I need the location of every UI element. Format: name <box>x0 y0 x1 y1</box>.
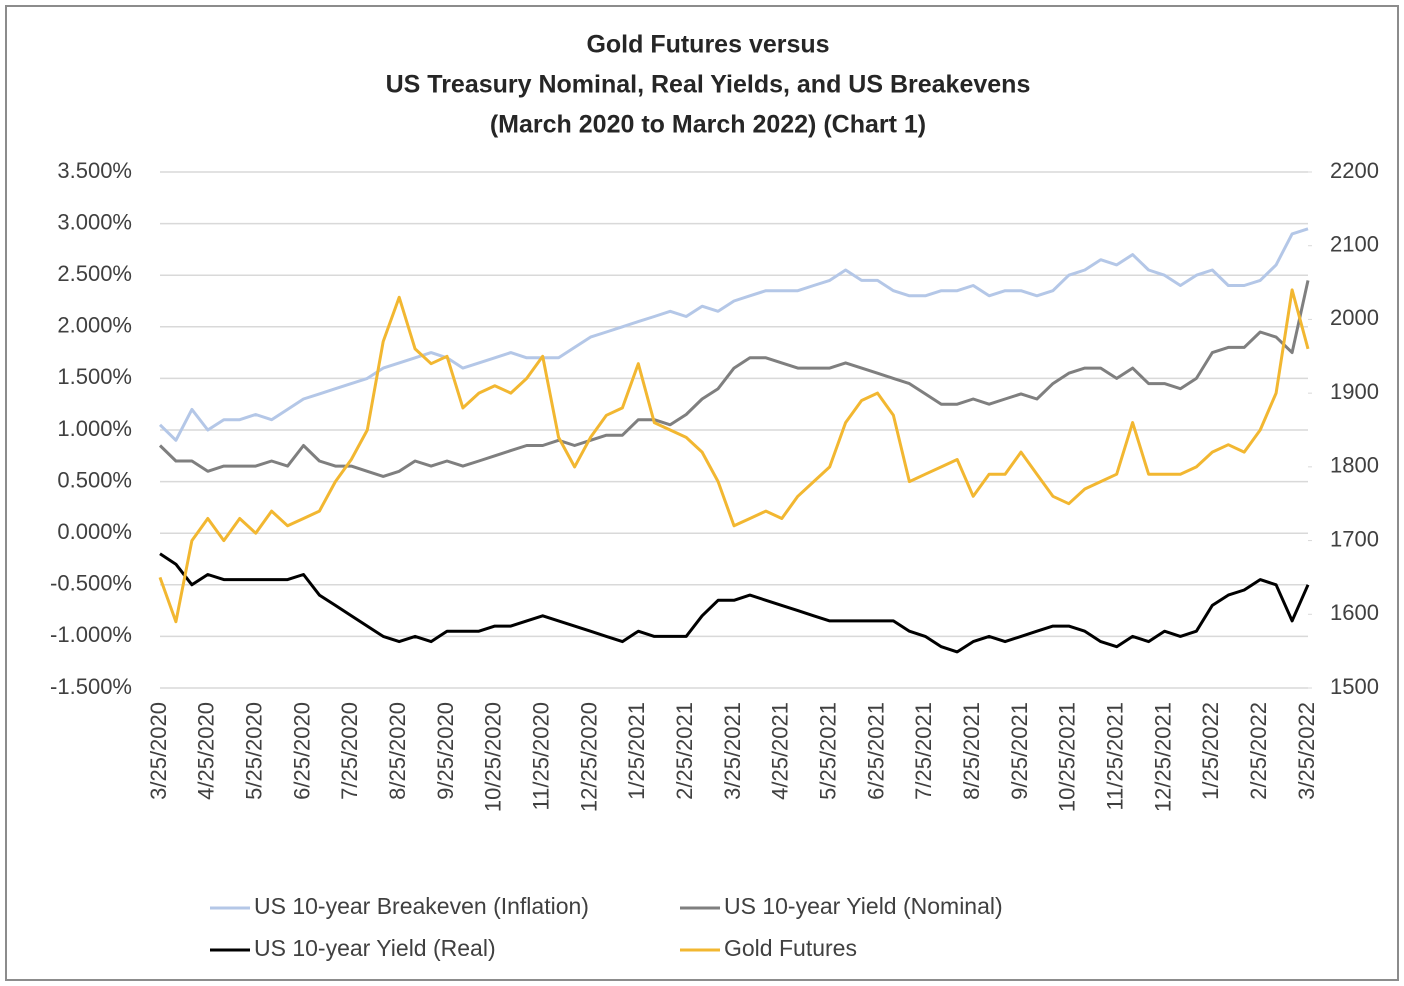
x-tick-label: 6/25/2021 <box>863 702 888 800</box>
y2-tick-label: 2200 <box>1330 158 1379 183</box>
x-tick-label: 3/25/2021 <box>720 702 745 800</box>
x-tick-label: 3/25/2020 <box>146 702 171 800</box>
x-tick-label: 10/25/2021 <box>1055 702 1080 812</box>
x-tick-label: 11/25/2021 <box>1102 702 1127 810</box>
x-tick-label: 4/25/2020 <box>194 702 219 800</box>
y2-tick-label: 1800 <box>1330 453 1379 478</box>
x-tick-label: 9/25/2021 <box>1007 702 1032 800</box>
y-tick-label: 1.000% <box>57 416 132 441</box>
y-tick-label: -1.000% <box>50 622 132 647</box>
x-tick-label: 4/25/2021 <box>768 702 793 800</box>
y-tick-label: 1.500% <box>57 364 132 389</box>
x-tick-label: 2/25/2022 <box>1246 702 1271 800</box>
x-tick-label: 11/25/2020 <box>528 702 553 810</box>
x-tick-label: 1/25/2022 <box>1198 702 1223 800</box>
y2-tick-label: 1600 <box>1330 600 1379 625</box>
x-tick-label: 7/25/2020 <box>337 702 362 800</box>
y-tick-label: 3.500% <box>57 158 132 183</box>
y-tick-label: 2.500% <box>57 261 132 286</box>
series-line <box>158 280 1310 478</box>
legend-label: Gold Futures <box>724 935 857 961</box>
x-tick-label: 12/25/2021 <box>1150 702 1175 812</box>
y-tick-label: 3.000% <box>57 209 132 234</box>
x-tick-label: 6/25/2020 <box>289 702 314 800</box>
y-tick-label: -1.500% <box>50 674 132 699</box>
x-tick-label: 2/25/2021 <box>672 702 697 800</box>
legend-label: US 10-year Yield (Real) <box>254 935 496 961</box>
x-tick-label: 10/25/2020 <box>481 702 506 812</box>
series-line <box>158 288 1310 624</box>
y-tick-label: 2.000% <box>57 313 132 338</box>
y2-tick-label: 1500 <box>1330 674 1379 699</box>
x-tick-label: 5/25/2020 <box>241 702 266 800</box>
x-tick-label: 7/25/2021 <box>911 702 936 800</box>
y2-tick-label: 2100 <box>1330 232 1379 257</box>
legend-label: US 10-year Yield (Nominal) <box>724 893 1003 919</box>
y2-tick-label: 1900 <box>1330 379 1379 404</box>
chart-title: Gold Futures versus <box>586 31 829 59</box>
legend-label: US 10-year Breakeven (Inflation) <box>254 893 589 919</box>
series-line <box>158 227 1309 442</box>
series-line <box>159 552 1310 654</box>
x-tick-label: 1/25/2021 <box>624 702 649 800</box>
x-tick-label: 5/25/2021 <box>815 702 840 800</box>
x-tick-label: 9/25/2020 <box>433 702 458 800</box>
x-tick-label: 12/25/2020 <box>576 702 601 812</box>
chart-title: US Treasury Nominal, Real Yields, and US… <box>386 71 1031 99</box>
x-tick-label: 3/25/2022 <box>1294 702 1319 800</box>
x-tick-label: 8/25/2021 <box>959 702 984 800</box>
chart-title: (March 2020 to March 2022) (Chart 1) <box>490 111 926 139</box>
y-tick-label: 0.500% <box>57 467 132 492</box>
y2-tick-label: 1700 <box>1330 526 1379 551</box>
chart-frame <box>5 5 1399 981</box>
y2-tick-label: 2000 <box>1330 305 1379 330</box>
x-tick-label: 8/25/2020 <box>385 702 410 800</box>
y-tick-label: 0.000% <box>57 519 132 544</box>
y-tick-label: -0.500% <box>50 571 132 596</box>
